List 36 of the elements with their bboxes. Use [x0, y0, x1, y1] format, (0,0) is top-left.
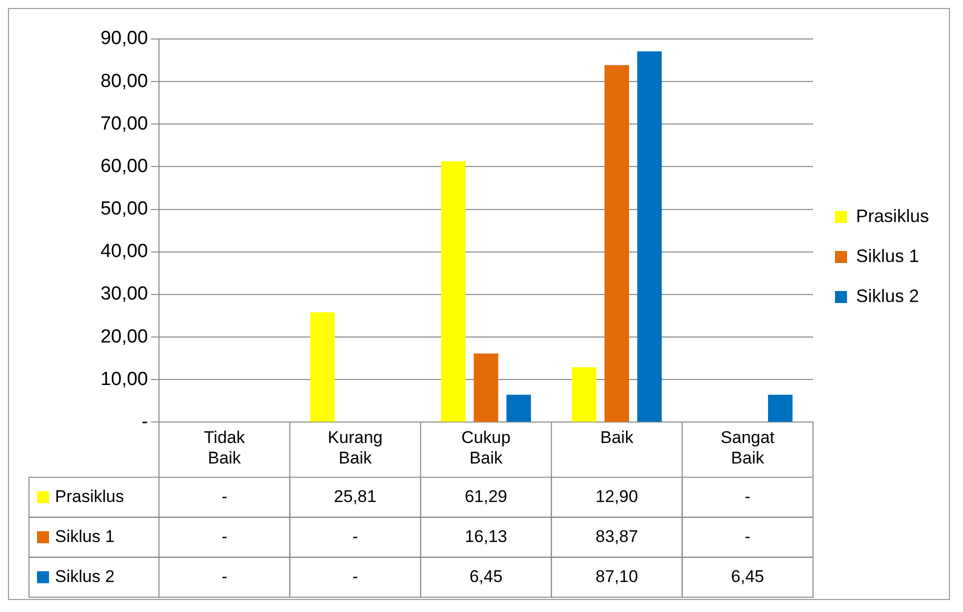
text: Siklus 2 [55, 566, 115, 586]
x-tick-label: Kurang Baik [328, 428, 383, 468]
x-tick-label: Cukup Baik [461, 428, 511, 468]
y-tick-label: 10,00 [100, 368, 148, 390]
data-label: 6,45 [731, 566, 764, 586]
x-tick-label: Baik [600, 428, 634, 448]
data-label: 61,29 [464, 486, 508, 506]
text: Siklus 1 [55, 526, 115, 546]
data-label: 16,13 [464, 526, 508, 546]
data-label: - [352, 566, 358, 586]
text: Prasiklus [856, 206, 930, 226]
data-label: 87,10 [596, 566, 638, 586]
y-tick-label: 60,00 [100, 156, 148, 177]
legend-label: Siklus 1 [856, 246, 920, 266]
data-label: - [744, 526, 750, 546]
data-label: - [352, 526, 358, 546]
x-tick-label: Tidak Baik [204, 428, 246, 468]
y-tick-label: 90,00 [100, 28, 148, 50]
y-tick-label: 40,00 [100, 241, 148, 262]
data-label: - [222, 566, 228, 586]
y-tick-label: 20,00 [100, 326, 148, 348]
x-tick-label: Sangat Baik [720, 428, 775, 468]
data-label: 25,81 [334, 486, 376, 506]
y-tick-label: 30,00 [100, 284, 148, 305]
data-label: 6,45 [469, 566, 503, 586]
data-label: - [222, 526, 228, 546]
legend-label: Siklus 2 [856, 286, 920, 306]
data-label: - [744, 486, 750, 506]
data-label: 12,90 [596, 486, 638, 506]
y-tick-label: - [142, 411, 148, 432]
y-tick-label: 50,00 [100, 198, 148, 220]
y-tick-label: 70,00 [100, 113, 148, 134]
data-label: - [222, 486, 228, 506]
y-tick-label: 80,00 [100, 70, 148, 92]
data-label: 83,87 [596, 526, 638, 546]
legend-label: Prasiklus [55, 486, 124, 506]
